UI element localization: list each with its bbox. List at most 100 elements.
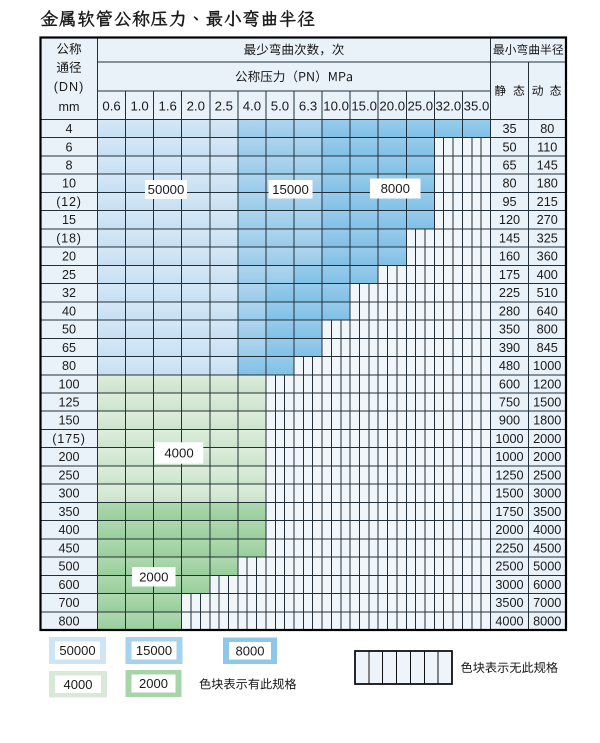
svg-text:7000: 7000 [533,596,561,610]
svg-text:35.0: 35.0 [464,98,490,113]
svg-text:250: 250 [58,468,79,482]
svg-text:480: 480 [499,359,520,373]
svg-text:110: 110 [537,140,557,154]
svg-text:8000: 8000 [381,181,410,196]
svg-text:325: 325 [537,231,558,245]
svg-text:270: 270 [537,213,558,227]
svg-text:10: 10 [62,177,76,191]
svg-text:4500: 4500 [533,541,561,555]
svg-text:400: 400 [58,523,79,537]
svg-text:360: 360 [537,250,558,264]
svg-text:1000: 1000 [533,359,561,373]
svg-text:3500: 3500 [533,505,561,519]
svg-text:80: 80 [62,359,76,373]
svg-text:20: 20 [62,250,76,264]
svg-text:32: 32 [62,286,76,300]
svg-text:2000: 2000 [533,432,561,446]
svg-text:2250: 2250 [495,541,523,555]
svg-text:400: 400 [537,268,558,282]
svg-text:800: 800 [58,614,79,628]
svg-text:1000: 1000 [495,450,523,464]
svg-text:145: 145 [499,231,520,245]
svg-text:8000: 8000 [236,643,265,658]
svg-text:5000: 5000 [533,560,561,574]
svg-text:6.3: 6.3 [299,98,317,113]
svg-text:600: 600 [58,578,79,592]
svg-text:500: 500 [58,560,79,574]
svg-text:390: 390 [499,341,520,355]
svg-text:15: 15 [62,213,76,227]
svg-text:700: 700 [58,596,79,610]
svg-text:25: 25 [62,268,76,282]
svg-text:3000: 3000 [533,487,561,501]
svg-text:1.0: 1.0 [130,98,148,113]
svg-text:225: 225 [499,286,520,300]
svg-text:2500: 2500 [533,468,561,482]
svg-text:65: 65 [502,158,516,172]
svg-text:1200: 1200 [533,377,561,391]
svg-text:1500: 1500 [495,487,523,501]
svg-text:65: 65 [62,341,76,355]
svg-text:2500: 2500 [495,560,523,574]
svg-text:15000: 15000 [136,643,172,658]
svg-text:(175): (175) [52,432,85,446]
svg-text:(12): (12) [56,195,82,209]
svg-text:200: 200 [58,450,79,464]
svg-text:300: 300 [58,487,79,501]
svg-text:8000: 8000 [533,614,561,628]
svg-text:(18): (18) [56,231,82,245]
svg-text:32.0: 32.0 [436,98,462,113]
svg-text:4000: 4000 [495,614,523,628]
svg-text:15000: 15000 [272,182,309,197]
svg-text:20.0: 20.0 [379,98,405,113]
svg-text:280: 280 [499,304,520,318]
svg-text:2.5: 2.5 [215,98,233,113]
svg-text:145: 145 [537,158,558,172]
svg-text:50: 50 [62,323,76,337]
svg-text:125: 125 [58,396,79,410]
svg-text:2000: 2000 [139,676,168,691]
svg-text:95: 95 [502,195,516,209]
svg-text:350: 350 [58,505,79,519]
svg-text:510: 510 [537,286,558,300]
svg-text:845: 845 [537,341,558,355]
svg-text:50000: 50000 [59,643,95,658]
svg-text:15.0: 15.0 [351,98,377,113]
svg-text:600: 600 [499,377,520,391]
svg-text:4000: 4000 [164,446,193,461]
svg-text:1800: 1800 [533,414,561,428]
svg-text:4.0: 4.0 [243,98,261,113]
svg-text:6000: 6000 [533,578,561,592]
svg-text:450: 450 [58,541,79,555]
svg-text:215: 215 [537,195,558,209]
svg-text:100: 100 [58,377,79,391]
svg-text:50000: 50000 [148,182,185,197]
svg-text:150: 150 [58,414,79,428]
svg-text:10.0: 10.0 [323,98,349,113]
svg-text:120: 120 [499,213,520,227]
svg-text:2000: 2000 [139,569,168,584]
svg-text:1250: 1250 [495,468,523,482]
svg-text:(DN): (DN) [54,80,85,94]
svg-text:900: 900 [499,414,520,428]
svg-text:2000: 2000 [533,450,561,464]
svg-text:80: 80 [540,122,554,136]
svg-text:4000: 4000 [533,523,561,537]
svg-text:4: 4 [65,122,72,136]
svg-text:160: 160 [499,250,520,264]
svg-text:4000: 4000 [64,677,93,692]
svg-text:2000: 2000 [495,523,523,537]
svg-text:180: 180 [537,177,558,191]
svg-text:175: 175 [499,268,520,282]
svg-text:80: 80 [502,177,516,191]
svg-text:2.0: 2.0 [187,98,205,113]
svg-text:1500: 1500 [533,396,561,410]
svg-text:3000: 3000 [495,578,523,592]
svg-text:3500: 3500 [495,596,523,610]
svg-text:1.6: 1.6 [159,98,177,113]
svg-text:25.0: 25.0 [407,98,433,113]
svg-text:350: 350 [499,323,520,337]
svg-text:50: 50 [502,140,516,154]
svg-text:1000: 1000 [495,432,523,446]
svg-text:0.6: 0.6 [102,98,120,113]
